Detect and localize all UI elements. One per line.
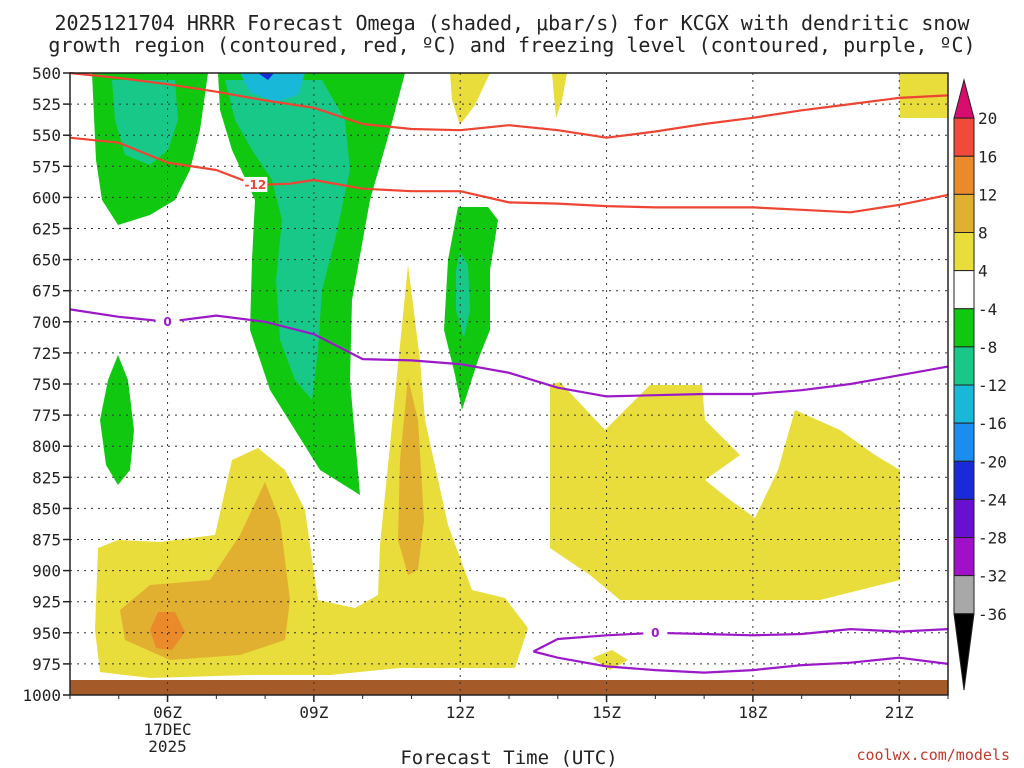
y-tick-label: 850 <box>32 499 61 518</box>
colorbar-swatch <box>953 232 975 272</box>
contour-lines: -12 0 0 <box>69 71 949 674</box>
y-tick-label: 950 <box>32 624 61 643</box>
contour-label-bg <box>243 176 268 192</box>
x-tick-label: 12Z <box>446 703 475 722</box>
colorbar-label: 8 <box>978 224 988 243</box>
y-tick-label: 775 <box>32 406 61 425</box>
contour-label: 0 <box>651 626 659 640</box>
contour-line <box>533 650 949 674</box>
colorbar-label: -20 <box>978 452 1007 471</box>
ground-fill <box>70 680 948 695</box>
chart-title-line2: growth region (contoured, red, ºC) and f… <box>48 33 975 57</box>
colorbar-swatch <box>953 193 975 233</box>
colorbar-label: 4 <box>978 262 988 281</box>
colorbar: 20 16 12 8 4 -4 -8 -12 -16 -20 -24 -28 -32 -36 <box>953 78 1007 691</box>
omega-region-pos8-column <box>398 378 424 575</box>
omega-region-pos4-small-right <box>592 650 628 670</box>
y-tick-label: 825 <box>32 468 61 487</box>
y-tick-label: 925 <box>32 593 61 612</box>
omega-region-pos4-top-center2 <box>552 73 567 118</box>
omega-region-neg12-column <box>225 80 350 400</box>
colorbar-swatch <box>953 498 975 538</box>
colorbar-swatch <box>953 155 975 195</box>
omega-region-neg12-mid <box>456 252 470 338</box>
colorbar-label: 20 <box>978 109 997 128</box>
y-axis: 500 525 550 575 600 625 650 675 700 725 750 775 800 8… <box>22 64 70 705</box>
colorbar-swatch <box>953 460 975 500</box>
omega-region-neg12-upper-left <box>112 80 178 165</box>
credit-text: coolwx.com/models <box>856 746 1010 764</box>
colorbar-label: 16 <box>978 147 997 166</box>
gridlines <box>70 73 948 695</box>
y-tick-label: 625 <box>32 220 61 239</box>
omega-shading <box>92 73 948 678</box>
contour-label-bg <box>155 313 180 329</box>
contour-line <box>532 628 949 653</box>
colorbar-top-triangle <box>953 78 975 119</box>
contour-line <box>69 308 949 398</box>
y-tick-label: 650 <box>32 251 61 270</box>
omega-region-neg24-top <box>258 73 274 80</box>
colorbar-swatch <box>953 537 975 577</box>
x-tick-sublabel: 2025 <box>148 737 187 756</box>
contour-label: -12 <box>245 178 267 192</box>
colorbar-label: -28 <box>978 529 1007 548</box>
omega-region-neg16-top <box>240 73 305 102</box>
y-tick-label: 550 <box>32 126 61 145</box>
colorbar-swatch <box>953 384 975 424</box>
colorbar-label: -36 <box>978 605 1007 624</box>
colorbar-label: -24 <box>978 490 1007 509</box>
y-tick-label: 525 <box>32 95 61 114</box>
colorbar-label: -16 <box>978 414 1007 433</box>
colorbar-swatch <box>953 575 975 615</box>
x-tick-label: 21Z <box>885 703 914 722</box>
y-tick-label: 725 <box>32 344 61 363</box>
colorbar-swatch <box>953 422 975 462</box>
omega-region-neg8-mid <box>444 207 498 410</box>
omega-region-pos4-top-center <box>450 73 490 125</box>
contour-label: 0 <box>163 315 171 329</box>
x-tick-label: 09Z <box>299 703 328 722</box>
colorbar-label: -4 <box>978 300 997 319</box>
y-tick-label: 875 <box>32 531 61 550</box>
colorbar-label: -32 <box>978 567 1007 586</box>
omega-region-neg8-small-left <box>100 355 134 485</box>
y-tick-label: 1000 <box>22 686 61 705</box>
y-tick-label: 675 <box>32 282 61 301</box>
contour-line <box>69 136 949 214</box>
colorbar-swatch <box>953 308 975 348</box>
omega-region-pos4-top-right <box>899 73 948 118</box>
x-tick-label: 18Z <box>738 703 767 722</box>
y-tick-label: 750 <box>32 375 61 394</box>
y-tick-label: 600 <box>32 188 61 207</box>
chart-title-line1: 2025121704 HRRR Forecast Omega (shaded, … <box>54 11 970 35</box>
x-tick-sublabel: 17DEC <box>143 720 191 739</box>
y-tick-label: 975 <box>32 655 61 674</box>
omega-region-pos12-spot <box>150 612 185 650</box>
omega-region-right-hole <box>705 455 778 518</box>
x-tick-label: 15Z <box>592 703 621 722</box>
x-tick-label: 06Z <box>153 703 182 722</box>
colorbar-label: -12 <box>978 376 1007 395</box>
y-tick-label: 700 <box>32 313 61 332</box>
y-tick-label: 575 <box>32 157 61 176</box>
omega-region-pos4-lower-left <box>95 265 528 678</box>
y-tick-label: 500 <box>32 64 61 83</box>
plot-area: -12 0 0 <box>69 71 949 696</box>
y-tick-label: 800 <box>32 437 61 456</box>
colorbar-swatch <box>953 346 975 386</box>
x-axis-label: Forecast Time (UTC) <box>400 747 617 768</box>
colorbar-bottom-triangle <box>953 613 975 691</box>
y-tick-label: 900 <box>32 562 61 581</box>
colorbar-label: -8 <box>978 338 997 357</box>
colorbar-swatch <box>953 270 975 310</box>
colorbar-label: 12 <box>978 185 997 204</box>
colorbar-swatch <box>953 117 975 157</box>
contour-label-bg <box>643 624 668 640</box>
contour-line <box>69 71 949 139</box>
